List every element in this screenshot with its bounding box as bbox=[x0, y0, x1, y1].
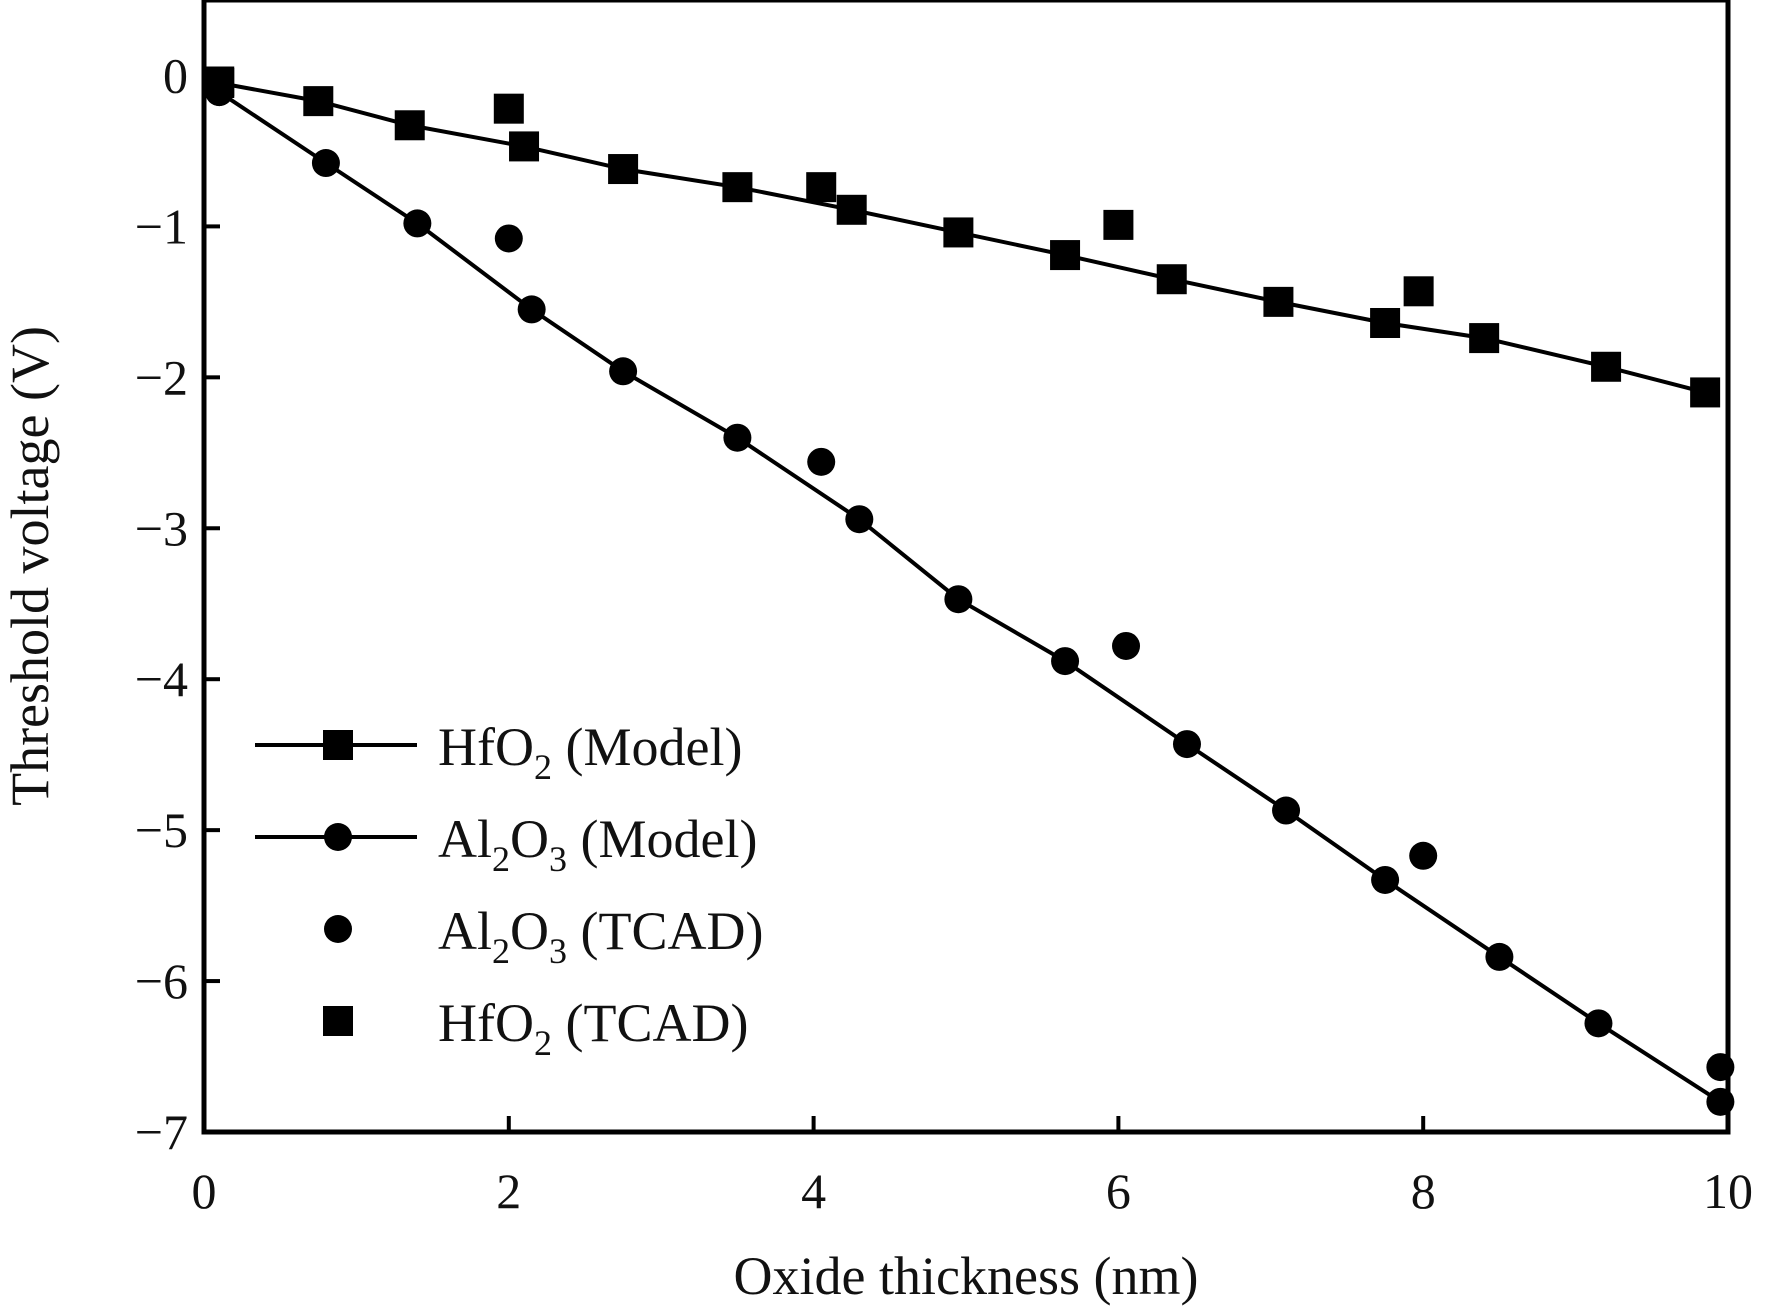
x-tick-label: 0 bbox=[192, 1163, 217, 1219]
data-point bbox=[1371, 865, 1400, 894]
x-tick-label: 2 bbox=[496, 1163, 521, 1219]
data-point bbox=[1103, 209, 1134, 240]
data-point bbox=[403, 209, 432, 238]
data-point bbox=[493, 93, 524, 124]
data-point bbox=[494, 224, 523, 253]
data-point bbox=[944, 585, 973, 614]
x-axis-title: Oxide thickness (nm) bbox=[734, 1246, 1199, 1306]
data-point bbox=[1469, 323, 1500, 354]
legend-marker bbox=[323, 730, 353, 760]
data-point bbox=[608, 154, 639, 185]
legend-label: HfO2 (TCAD) bbox=[438, 993, 748, 1063]
data-point bbox=[1584, 1009, 1613, 1038]
y-axis-title: Threshold voltage (V) bbox=[0, 326, 60, 806]
axis-ticks: 0 2 4 6 8 10 0 −1 −2 −3 −4 −5 −6 −7 bbox=[135, 47, 1753, 1219]
legend-label: Al2O3 (Model) bbox=[438, 809, 757, 879]
data-point bbox=[1050, 240, 1081, 271]
x-tick-label: 8 bbox=[1411, 1163, 1436, 1219]
data-point bbox=[303, 86, 334, 117]
data-point bbox=[204, 66, 235, 97]
y-tick-label: −6 bbox=[135, 953, 188, 1009]
y-tick-label: −1 bbox=[135, 198, 188, 254]
y-tick-label: 0 bbox=[163, 47, 188, 103]
series-3 bbox=[204, 66, 1434, 307]
y-tick-label: −2 bbox=[135, 349, 188, 405]
data-point bbox=[1706, 1087, 1735, 1116]
data-point bbox=[509, 131, 540, 162]
data-point bbox=[1591, 351, 1622, 382]
data-point bbox=[807, 447, 836, 476]
data-point bbox=[1112, 631, 1141, 660]
legend-marker bbox=[324, 823, 352, 851]
data-point bbox=[1272, 796, 1301, 825]
data-point bbox=[806, 172, 837, 203]
data-point bbox=[311, 149, 340, 178]
x-tick-label: 4 bbox=[801, 1163, 826, 1219]
data-point bbox=[1403, 276, 1434, 307]
data-point bbox=[722, 172, 753, 203]
x-tick-label: 10 bbox=[1703, 1163, 1753, 1219]
data-point bbox=[1172, 730, 1201, 759]
legend-item: HfO2 (Model) bbox=[255, 717, 742, 787]
series-0 bbox=[204, 68, 1721, 408]
data-point bbox=[943, 217, 974, 248]
legend-marker bbox=[323, 1006, 353, 1036]
plot-frame bbox=[201, 0, 1731, 1135]
data-point bbox=[723, 423, 752, 452]
legend-label: Al2O3 (TCAD) bbox=[438, 901, 763, 971]
x-tick-label: 6 bbox=[1106, 1163, 1131, 1219]
data-point bbox=[609, 357, 638, 386]
y-tick-label: −7 bbox=[135, 1104, 188, 1160]
legend-label: HfO2 (Model) bbox=[438, 717, 742, 787]
y-tick-label: −5 bbox=[135, 802, 188, 858]
legend-item: HfO2 (TCAD) bbox=[323, 993, 748, 1063]
data-point bbox=[845, 505, 874, 534]
y-tick-label: −3 bbox=[135, 500, 188, 556]
data-point bbox=[1370, 307, 1401, 338]
data-point bbox=[394, 110, 425, 141]
legend-item: Al2O3 (TCAD) bbox=[324, 901, 763, 971]
data-point bbox=[1409, 841, 1438, 870]
data-point bbox=[1485, 942, 1514, 971]
series-1 bbox=[205, 78, 1735, 1116]
data-point bbox=[517, 295, 546, 324]
data-point bbox=[1706, 1053, 1735, 1082]
data-point bbox=[1156, 264, 1187, 295]
data-point bbox=[1051, 647, 1080, 676]
data-point bbox=[1690, 377, 1721, 408]
legend-item: Al2O3 (Model) bbox=[255, 809, 757, 879]
legend: HfO2 (Model) Al2O3 (Model) Al2O3 (TCAD) HfO… bbox=[255, 717, 763, 1063]
series-layer bbox=[204, 66, 1735, 1116]
data-point bbox=[836, 194, 867, 225]
y-tick-label: −4 bbox=[135, 651, 188, 707]
legend-marker bbox=[324, 915, 352, 943]
data-point bbox=[1263, 286, 1294, 317]
